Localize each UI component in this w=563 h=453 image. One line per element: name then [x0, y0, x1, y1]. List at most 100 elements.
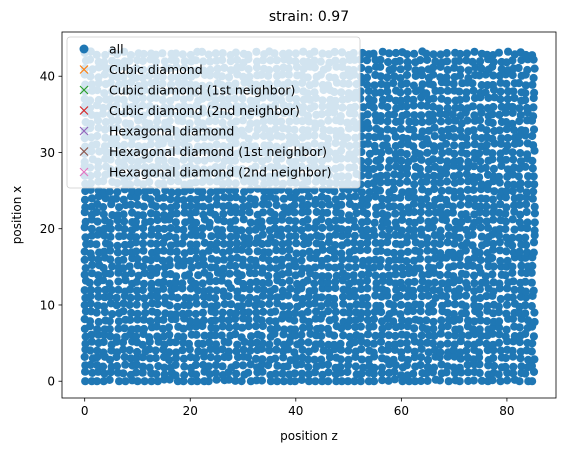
scatter-point — [186, 317, 195, 326]
scatter-point — [211, 308, 220, 317]
scatter-point — [100, 224, 109, 233]
scatter-point — [423, 172, 432, 182]
scatter-point — [317, 240, 326, 249]
scatter-point — [461, 302, 470, 311]
scatter-point — [527, 268, 536, 277]
scatter-point — [270, 210, 279, 219]
scatter-point — [489, 202, 498, 211]
scatter-point — [283, 224, 292, 233]
scatter-point — [508, 241, 517, 250]
scatter-point — [529, 248, 538, 257]
scatter-point — [424, 208, 433, 217]
scatter-point — [297, 330, 306, 339]
scatter-point — [481, 278, 490, 287]
scatter-point — [410, 180, 419, 189]
scatter-point — [490, 361, 499, 371]
scatter-point — [441, 216, 451, 225]
scatter-point — [403, 345, 412, 354]
scatter-point — [306, 233, 315, 242]
scatter-point — [92, 377, 102, 386]
scatter-point — [199, 210, 208, 219]
scatter-point — [410, 193, 419, 202]
scatter-point — [186, 256, 195, 265]
scatter-point — [245, 234, 254, 243]
scatter-point — [482, 217, 491, 226]
scatter-point — [390, 375, 399, 384]
scatter-point — [402, 257, 411, 266]
scatter-point — [410, 111, 419, 120]
scatter-point — [481, 163, 490, 172]
scatter-point — [514, 63, 523, 73]
scatter-point — [317, 331, 326, 341]
scatter-point — [370, 141, 379, 151]
scatter-point — [396, 249, 406, 258]
scatter-point — [265, 299, 274, 308]
scatter-point — [180, 362, 189, 371]
scatter-point — [359, 103, 368, 112]
scatter-point — [107, 286, 116, 295]
scatter-point — [338, 292, 348, 301]
scatter-point — [85, 278, 94, 287]
scatter-point — [470, 195, 479, 204]
scatter-point — [508, 233, 517, 242]
scatter-point — [398, 209, 407, 218]
scatter-point — [285, 262, 294, 271]
scatter-point — [245, 293, 254, 302]
scatter-point — [375, 262, 385, 271]
scatter-point — [475, 173, 484, 182]
scatter-point — [443, 322, 452, 331]
scatter-point — [87, 337, 96, 346]
scatter-point — [529, 125, 539, 134]
scatter-point — [363, 110, 372, 119]
scatter-point — [258, 291, 268, 300]
scatter-point — [508, 119, 517, 128]
scatter-point — [365, 188, 374, 197]
scatter-point — [81, 203, 90, 212]
scatter-point — [429, 102, 438, 111]
scatter-point — [179, 377, 188, 386]
scatter-point — [114, 277, 123, 286]
scatter-point — [495, 330, 504, 339]
scatter-point — [147, 225, 156, 234]
scatter-point — [165, 256, 174, 265]
scatter-point — [450, 133, 459, 142]
scatter-point — [416, 208, 425, 217]
scatter-point — [192, 254, 201, 263]
scatter-point — [371, 291, 380, 300]
scatter-point — [264, 248, 273, 257]
scatter-point — [508, 148, 517, 157]
scatter-point — [422, 89, 431, 98]
scatter-point — [464, 331, 473, 340]
scatter-point — [376, 171, 385, 180]
scatter-point — [331, 283, 340, 293]
scatter-point — [495, 238, 504, 247]
scatter-point — [187, 377, 196, 386]
scatter-point — [87, 330, 96, 339]
legend-label: Cubic diamond — [109, 62, 203, 77]
scatter-point — [443, 362, 452, 371]
scatter-point — [153, 308, 162, 318]
scatter-point — [383, 248, 392, 257]
scatter-point — [384, 263, 393, 272]
scatter-point — [81, 339, 90, 348]
scatter-point — [112, 333, 121, 342]
scatter-point — [415, 150, 424, 159]
scatter-point — [185, 294, 194, 303]
scatter-point — [160, 363, 169, 372]
scatter-point — [363, 301, 372, 310]
scatter-point — [145, 354, 155, 363]
scatter-point — [119, 255, 128, 264]
scatter-point — [404, 317, 413, 326]
chart-title: strain: 0.97 — [269, 9, 349, 25]
scatter-point — [198, 224, 207, 233]
scatter-point — [213, 354, 222, 363]
scatter-point — [509, 277, 518, 286]
scatter-point — [152, 188, 161, 197]
scatter-point — [217, 226, 227, 235]
scatter-point — [173, 255, 182, 264]
scatter-point — [238, 255, 247, 264]
scatter-point — [138, 362, 148, 371]
legend-item: Cubic diamond (2nd neighbor) — [79, 103, 300, 118]
scatter-point — [370, 363, 379, 372]
scatter-point — [304, 355, 313, 364]
